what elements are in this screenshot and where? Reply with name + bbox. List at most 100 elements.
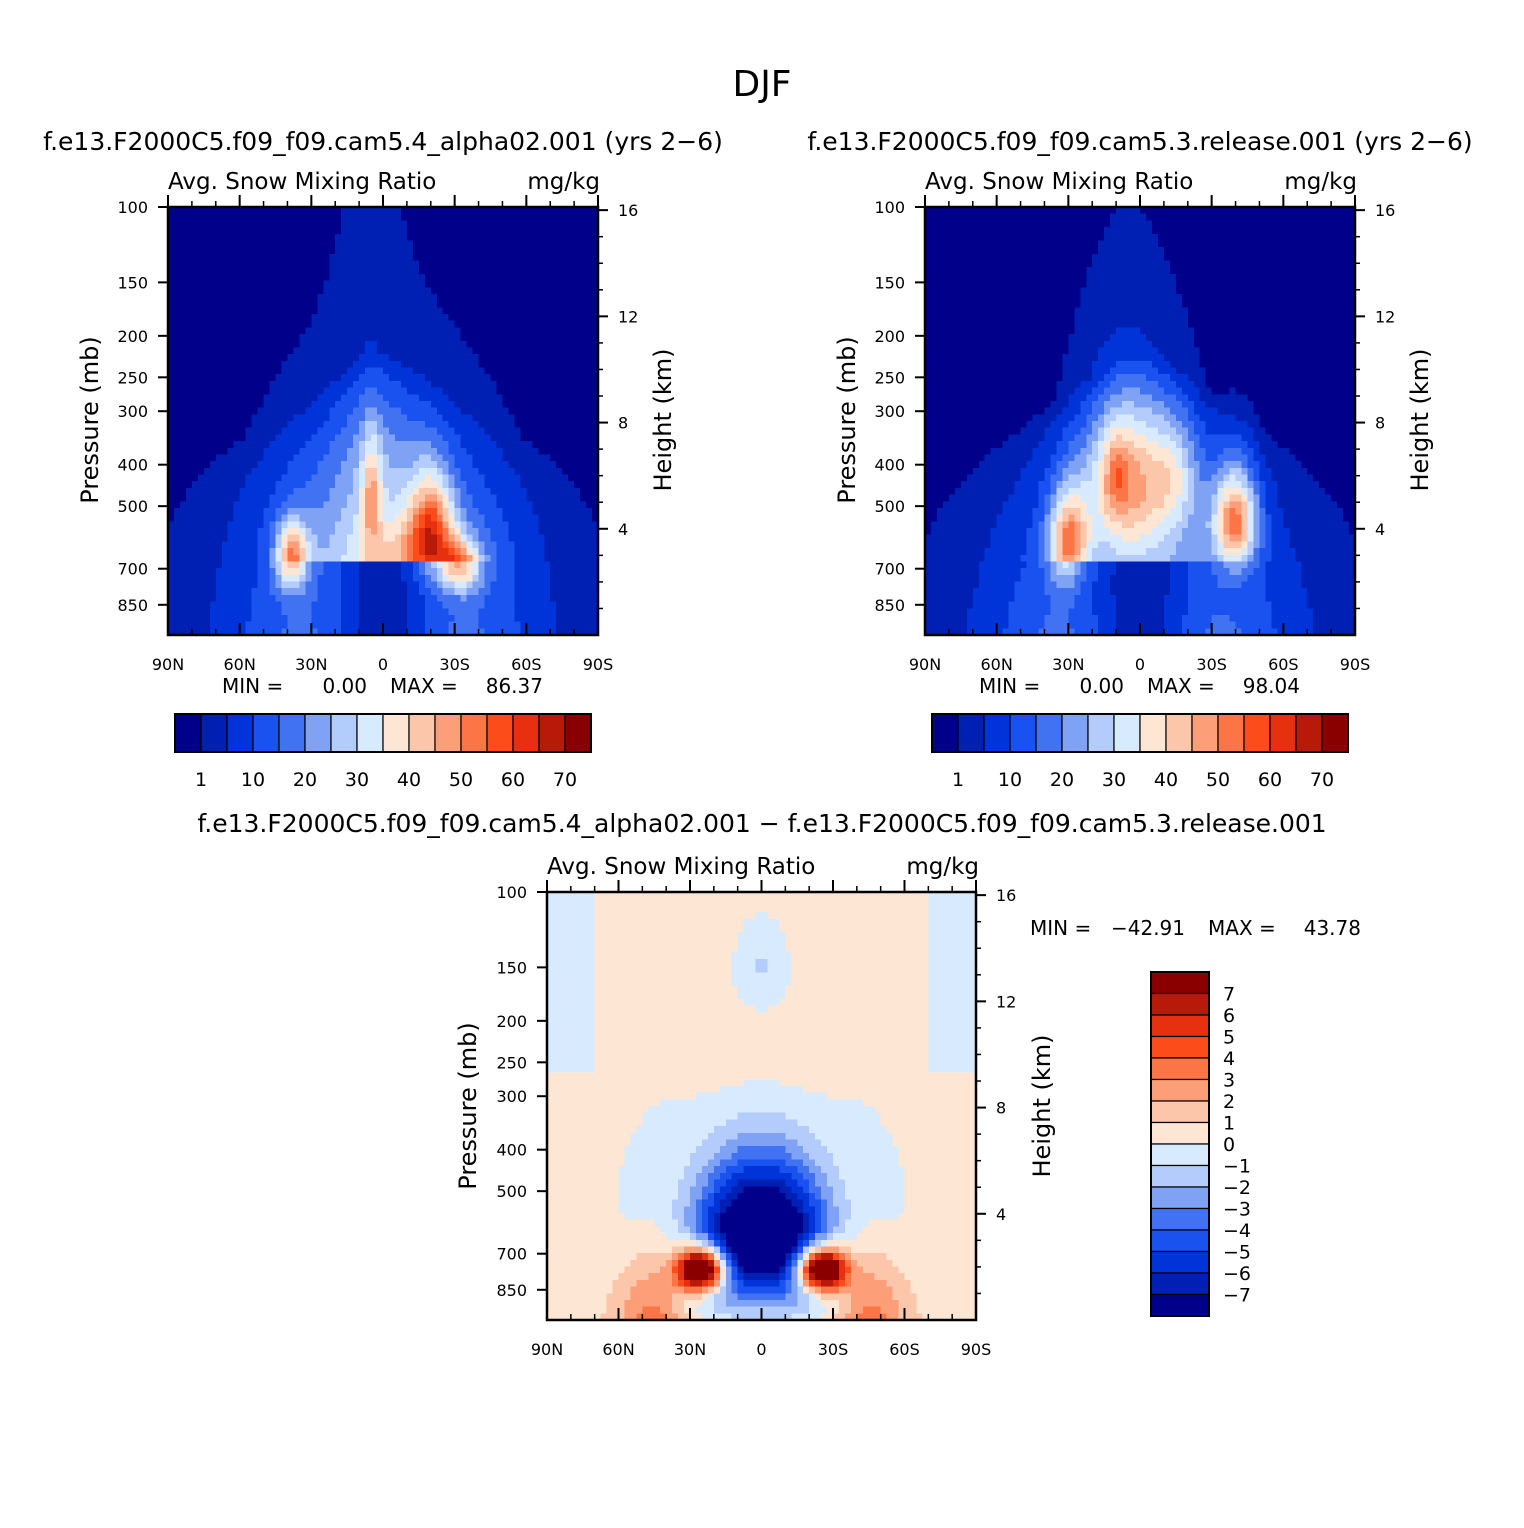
- heatmap-cell: [246, 394, 253, 401]
- heatmap-cell: [186, 220, 193, 227]
- heatmap-cell: [228, 454, 235, 461]
- heatmap-cell: [407, 428, 414, 435]
- heatmap-cell: [228, 214, 235, 221]
- heatmap-cell: [407, 247, 414, 254]
- heatmap-cell: [335, 535, 342, 542]
- heatmap-cell: [562, 561, 569, 568]
- heatmap-cell: [401, 582, 408, 589]
- heatmap-cell: [174, 354, 181, 361]
- heatmap-cell: [413, 454, 420, 461]
- heatmap-cell: [496, 501, 503, 508]
- heatmap-cell: [389, 421, 396, 428]
- heatmap-cell: [1301, 220, 1308, 227]
- heatmap-cell: [329, 528, 336, 535]
- heatmap-cell: [180, 528, 187, 535]
- heatmap-cell: [329, 287, 336, 294]
- heatmap-cell: [586, 347, 593, 354]
- heatmap-cell: [389, 274, 396, 281]
- heatmap-cell: [1170, 220, 1177, 227]
- heatmap-cell: [204, 247, 211, 254]
- heatmap-cell: [491, 381, 498, 388]
- heatmap-cell: [562, 568, 569, 575]
- heatmap-cell: [586, 361, 593, 368]
- heatmap-cell: [574, 441, 581, 448]
- heatmap-cell: [311, 441, 318, 448]
- heatmap-cell: [305, 347, 312, 354]
- heatmap-cell: [228, 434, 235, 441]
- heatmap-cell: [234, 214, 241, 221]
- heatmap-cell: [550, 307, 557, 314]
- heatmap-cell: [413, 495, 420, 502]
- heatmap-cell: [502, 428, 509, 435]
- heatmap-cell: [204, 622, 211, 629]
- heatmap-cell: [574, 461, 581, 468]
- heatmap-cell: [180, 374, 187, 381]
- heatmap-cell: [586, 568, 593, 575]
- heatmap-cell: [198, 582, 205, 589]
- heatmap-cell: [281, 434, 288, 441]
- heatmap-cell: [550, 561, 557, 568]
- heatmap-cell: [383, 220, 390, 227]
- heatmap-cell: [276, 388, 283, 395]
- heatmap-cell: [222, 354, 229, 361]
- heatmap-cell: [335, 441, 342, 448]
- heatmap-cell: [437, 354, 444, 361]
- heatmap-cell: [461, 595, 468, 602]
- heatmap-cell: [532, 608, 539, 615]
- heatmap-cell: [556, 495, 563, 502]
- y-tick-label: 400: [117, 456, 148, 475]
- heatmap-cell: [526, 368, 533, 375]
- heatmap-cell: [347, 561, 354, 568]
- heatmap-cell: [270, 428, 277, 435]
- panel-b-variable-title: Avg. Snow Mixing Ratio: [925, 169, 1193, 195]
- heatmap-cell: [491, 441, 498, 448]
- heatmap-cell: [258, 401, 265, 408]
- heatmap-cell: [1259, 220, 1266, 227]
- heatmap-cell: [347, 481, 354, 488]
- heatmap-cell: [520, 301, 527, 308]
- heatmap-cell: [401, 267, 408, 274]
- heatmap-cell: [317, 227, 324, 234]
- heatmap-cell: [210, 602, 217, 609]
- heatmap-cell: [544, 622, 551, 629]
- heatmap-cell: [383, 254, 390, 261]
- heatmap-cell: [526, 501, 533, 508]
- heatmap-cell: [508, 622, 515, 629]
- heatmap-cell: [413, 374, 420, 381]
- heatmap-cell: [937, 220, 944, 227]
- heatmap-cell: [252, 274, 259, 281]
- heatmap-cell: [240, 481, 247, 488]
- heatmap-cell: [240, 434, 247, 441]
- heatmap-cell: [532, 515, 539, 522]
- heatmap-cell: [455, 254, 462, 261]
- heatmap-cell: [305, 535, 312, 542]
- heatmap-cell: [544, 261, 551, 268]
- heatmap-cell: [287, 488, 294, 495]
- y2-tick-label: 8: [618, 414, 628, 433]
- heatmap-cell: [586, 388, 593, 395]
- heatmap-cell: [1027, 227, 1034, 234]
- heatmap-cell: [443, 528, 450, 535]
- heatmap-cell: [317, 381, 324, 388]
- heatmap-cell: [502, 368, 509, 375]
- heatmap-cell: [413, 247, 420, 254]
- heatmap-cell: [508, 254, 515, 261]
- heatmap-cell: [1134, 220, 1141, 227]
- heatmap-cell: [204, 468, 211, 475]
- heatmap-cell: [216, 214, 223, 221]
- heatmap-cell: [299, 575, 306, 582]
- heatmap-cell: [526, 575, 533, 582]
- heatmap-cell: [210, 434, 217, 441]
- heatmap-cell: [443, 481, 450, 488]
- heatmap-cell: [473, 401, 480, 408]
- heatmap-cell: [431, 274, 438, 281]
- heatmap-cell: [1259, 214, 1266, 221]
- heatmap-cell: [479, 341, 486, 348]
- heatmap-cell: [491, 428, 498, 435]
- heatmap-cell: [520, 555, 527, 562]
- heatmap-cell: [246, 535, 253, 542]
- heatmap-cell: [496, 301, 503, 308]
- heatmap-cell: [514, 414, 521, 421]
- heatmap-cell: [514, 475, 521, 482]
- heatmap-cell: [174, 588, 181, 595]
